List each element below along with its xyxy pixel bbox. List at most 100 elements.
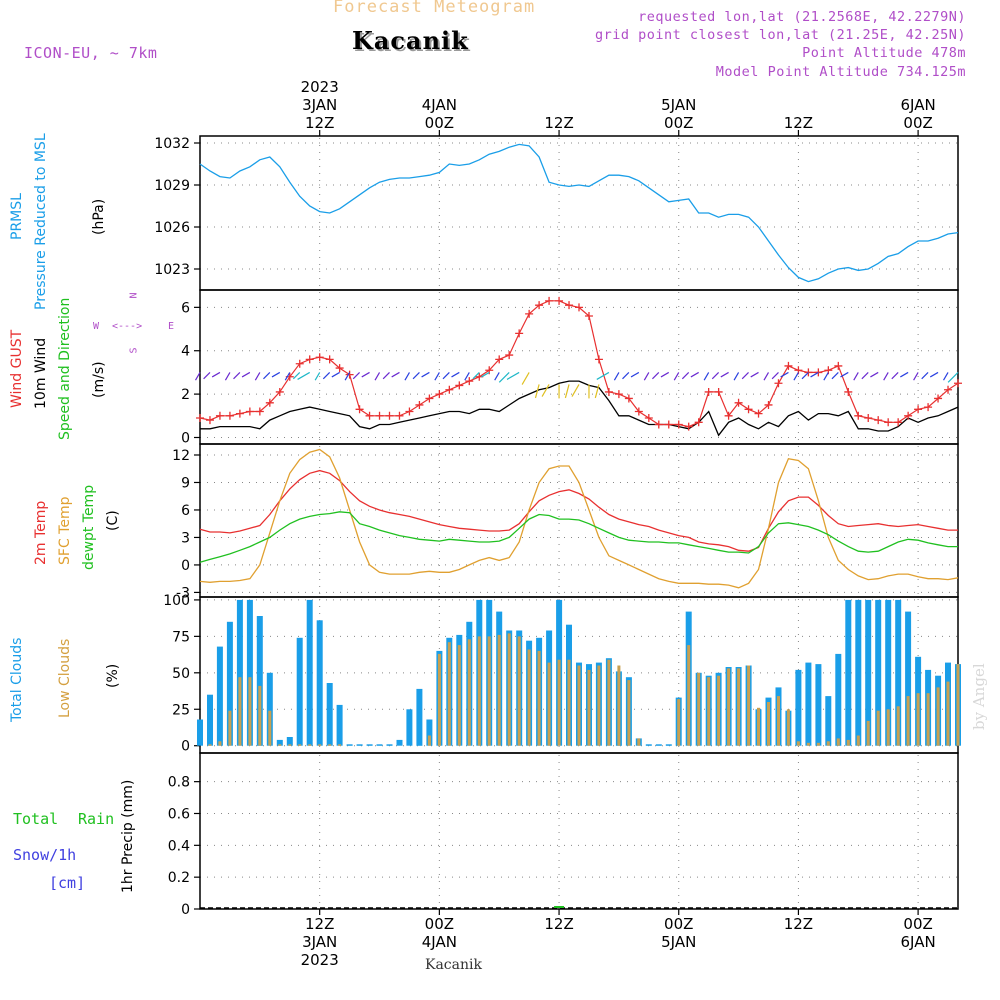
wind-direction-arrow: [690, 371, 699, 378]
low-cloud-bar: [258, 685, 262, 746]
wind-direction-arrow: [891, 371, 899, 380]
gust-marker: [345, 370, 354, 379]
wind-direction-arrow: [771, 371, 779, 380]
total-cloud-bar: [346, 744, 353, 746]
y-tick-label: 100: [163, 593, 190, 609]
wind-direction-arrow: [861, 371, 869, 380]
total-cloud-bar: [655, 744, 662, 746]
wind-direction-arrow: [883, 372, 889, 381]
wind-direction-arrow: [947, 371, 959, 383]
total-cloud-bar: [246, 599, 253, 746]
compass-arrow: <--->: [112, 321, 143, 332]
gust-marker: [764, 400, 773, 409]
bottom-time-label: 6JAN: [901, 933, 936, 951]
low-cloud-bar: [836, 738, 840, 746]
wind-direction-arrow: [703, 372, 710, 381]
gust-marker: [205, 416, 214, 425]
wind-direction-arrow: [660, 371, 670, 378]
wind-direction-arrow: [596, 371, 610, 380]
low-cloud-bar: [477, 636, 481, 746]
top-time-label: 12Z: [305, 114, 334, 132]
wind-direction-arrow: [352, 371, 361, 380]
compass-w: W: [93, 321, 100, 332]
bottom-time-label: 12Z: [544, 915, 573, 933]
gust-marker: [714, 387, 723, 396]
y-tick-label: 6: [181, 503, 190, 519]
panel-5: 0 0.2 0.4 0.6 0.8: [168, 752, 959, 918]
gust-marker: [644, 413, 653, 422]
y-tick-label: 0.4: [168, 838, 190, 854]
total-cloud-bar: [645, 744, 652, 746]
gust-marker: [355, 405, 364, 414]
gust-marker: [305, 355, 314, 364]
gust-marker: [864, 413, 873, 422]
low-cloud-bar: [288, 744, 292, 746]
gust-marker: [744, 405, 753, 414]
low-cloud-bar: [806, 742, 810, 746]
wind-direction-arrow: [284, 372, 291, 381]
top-time-label: 12Z: [544, 114, 573, 132]
gust-marker: [445, 385, 454, 394]
gust-marker: [395, 411, 404, 420]
wind-direction-arrow: [271, 371, 281, 378]
gust-marker: [335, 364, 344, 373]
gust-marker: [465, 377, 474, 386]
bottom-time-label: 12Z: [784, 915, 813, 933]
requested-coords: requested lon,lat (21.2568E, 42.2279N): [638, 9, 966, 25]
wind-direction-arrow: [534, 384, 540, 399]
wind-direction-arrow: [643, 372, 650, 381]
low-cloud-bar: [926, 693, 930, 746]
wind-direction-arrow: [263, 371, 271, 380]
wind-direction-arrow: [750, 371, 759, 378]
gust-marker: [634, 407, 643, 416]
total-cloud-bar: [865, 599, 872, 746]
gust-marker: [315, 353, 324, 362]
total-cloud-bar: [216, 646, 223, 746]
total-cloud-bar: [386, 744, 393, 746]
gust-marker: [455, 381, 464, 390]
y-tick-label: 3: [181, 530, 190, 546]
gust-marker: [275, 387, 284, 396]
low-cloud-bar: [956, 664, 960, 746]
gust-marker: [904, 411, 913, 420]
low-cloud-bar: [318, 744, 322, 746]
y-tick-label: 2: [181, 387, 190, 403]
total-cloud-bar: [276, 739, 283, 746]
total-cloud-bar: [396, 739, 403, 746]
wind-direction-arrow: [442, 371, 450, 380]
low-cloud-bar: [228, 710, 232, 746]
wind-direction-arrow: [254, 372, 261, 381]
gust-marker: [944, 385, 953, 394]
wind-direction-arrow: [374, 372, 381, 381]
gust-marker: [245, 407, 254, 416]
gust-marker: [614, 390, 623, 399]
wind-direction-arrow: [203, 371, 211, 380]
low-cloud-bar: [268, 710, 272, 746]
low-cloud-bar: [856, 735, 860, 746]
wind-direction-arrow: [314, 372, 321, 381]
wind-direction-arrow: [322, 371, 331, 380]
wind-direction-arrow: [464, 372, 470, 381]
gust-marker: [405, 407, 414, 416]
gust-marker: [664, 420, 673, 429]
total-cloud-bar: [296, 637, 303, 746]
total-cloud-bar: [426, 719, 433, 746]
wind-direction-arrow: [913, 372, 919, 381]
low-cloud-bar: [896, 706, 900, 746]
gust-marker: [196, 413, 204, 422]
low-cloud-bar: [786, 709, 790, 746]
bottom-time-label: 4JAN: [422, 933, 457, 951]
low-cloud-bar: [567, 659, 571, 746]
total-cloud-bar: [376, 744, 383, 746]
total-cloud-bar: [815, 664, 822, 746]
gust-marker: [624, 394, 633, 403]
low-cloud-bar: [737, 668, 741, 746]
low-cloud-bar: [517, 636, 521, 746]
wind-direction-arrow: [224, 372, 231, 381]
total-cloud-bar: [665, 744, 672, 746]
y-tick-label: 0: [181, 430, 190, 446]
wind-direction-arrow: [241, 371, 251, 378]
total-cloud-bar: [805, 662, 812, 746]
y-tick-label: 4: [181, 344, 190, 360]
